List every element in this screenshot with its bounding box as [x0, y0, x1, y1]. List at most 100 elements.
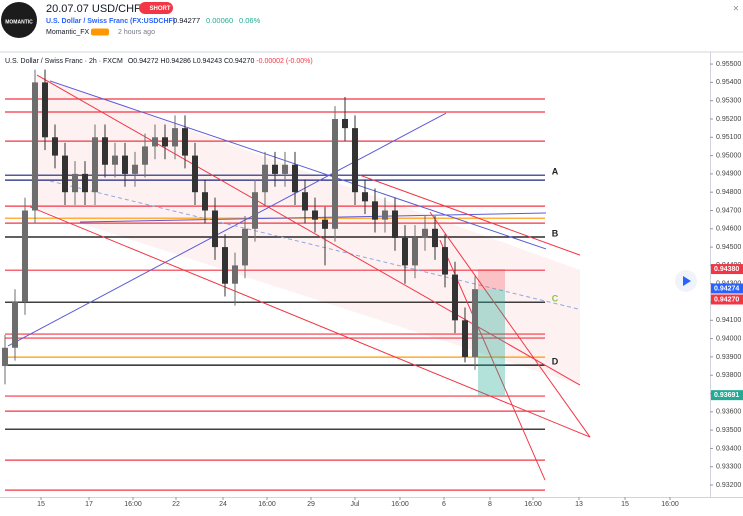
legend-change: -0.00002 (-0.00%) — [256, 58, 312, 65]
x-tick-label: 24 — [219, 501, 227, 508]
price-label: 0.93691 — [714, 392, 739, 399]
candle-body — [192, 155, 198, 193]
y-tick-label: 0.94700 — [716, 207, 741, 214]
candle-body — [412, 237, 418, 266]
candle-body — [462, 320, 468, 357]
candle-body — [452, 274, 458, 321]
x-tick-label: 22 — [172, 501, 180, 508]
price-change: 0.00060 — [206, 16, 233, 25]
candle-body — [32, 82, 38, 211]
candle-body — [142, 146, 148, 165]
idea-title: 20.07.07 USD/CHF — [46, 3, 141, 15]
stop-zone — [478, 269, 505, 290]
x-tick-label: 16:00 — [524, 501, 542, 508]
candle-body — [12, 302, 18, 348]
candle-body — [152, 137, 158, 147]
symbol-link[interactable]: U.S. Dollar / Swiss Franc (FX:USDCHF) — [46, 18, 175, 25]
y-tick-label: 0.94000 — [716, 335, 741, 342]
price-label: 0.94380 — [714, 266, 739, 273]
legend-high: H0.94286 — [161, 58, 191, 65]
trend-line — [36, 74, 581, 386]
short-badge-text: SHORT — [150, 6, 171, 12]
x-tick-label: 16:00 — [124, 501, 142, 508]
candle-body — [322, 219, 328, 229]
y-tick-label: 0.94800 — [716, 189, 741, 196]
x-tick-label: 8 — [488, 501, 492, 508]
candle-body — [282, 164, 288, 174]
candle-body — [382, 210, 388, 220]
level-label: B — [552, 228, 559, 238]
candle-body — [22, 210, 28, 303]
trend-line — [429, 211, 591, 438]
series-legend: U.S. Dollar / Swiss Franc · 2h · FXCM O0… — [5, 58, 313, 65]
candle-body — [352, 128, 358, 193]
candle-body — [402, 237, 408, 266]
level-label: A — [552, 167, 559, 177]
price-label: 0.94274 — [714, 285, 739, 292]
candle-body — [212, 210, 218, 248]
y-tick-label: 0.95500 — [716, 61, 741, 68]
candle-body — [72, 173, 78, 193]
candle-body — [232, 265, 238, 284]
close-button[interactable]: × — [733, 4, 739, 15]
author-badge — [91, 28, 109, 36]
candle-body — [122, 155, 128, 174]
legend-open: O0.94272 — [128, 58, 159, 65]
last-price: 0.94277 — [173, 16, 200, 25]
price-change-pct: 0.06% — [239, 16, 261, 25]
candle-body — [252, 192, 258, 229]
candle-body — [62, 155, 68, 193]
y-tick-label: 0.95200 — [716, 116, 741, 123]
candle-body — [102, 137, 108, 165]
candle-body — [472, 289, 478, 357]
candle-body — [272, 164, 278, 174]
channel-fill — [30, 75, 580, 385]
y-tick-label: 0.94100 — [716, 317, 741, 324]
x-tick-label: 16:00 — [258, 501, 276, 508]
y-tick-label: 0.93200 — [716, 482, 741, 489]
candle-body — [182, 128, 188, 156]
x-tick-label: 13 — [575, 501, 583, 508]
x-tick-label: 16:00 — [661, 501, 679, 508]
candle-body — [222, 247, 228, 284]
y-tick-label: 0.93900 — [716, 354, 741, 361]
y-tick-label: 0.95300 — [716, 98, 741, 105]
candle-body — [372, 201, 378, 220]
legend-close: C0.94270 — [224, 58, 254, 65]
candle-body — [112, 155, 118, 165]
trend-line — [7, 112, 447, 347]
candle-body — [202, 192, 208, 211]
trend-line — [29, 206, 591, 438]
legend-name: U.S. Dollar / Swiss Franc · 2h · FXCM — [5, 58, 123, 65]
candle-body — [312, 210, 318, 220]
y-tick-label: 0.93500 — [716, 427, 741, 434]
logo — [1, 2, 37, 38]
candle-body — [442, 247, 448, 275]
candle-body — [302, 192, 308, 211]
candle-body — [262, 164, 268, 193]
x-tick-label: 15 — [621, 501, 629, 508]
candle-body — [2, 347, 8, 367]
target-zone — [478, 289, 505, 396]
logo-text: MOMANTIC — [5, 19, 33, 25]
publish-time: 2 hours ago — [118, 29, 155, 36]
replay-icon — [683, 276, 691, 286]
price-label: 0.94270 — [714, 296, 739, 303]
price-label-box — [711, 390, 743, 401]
price-label-box — [711, 264, 743, 275]
x-tick-label: 29 — [307, 501, 315, 508]
candle-body — [242, 228, 248, 266]
price-label-box — [711, 294, 743, 305]
x-tick-label: 6 — [442, 501, 446, 508]
x-tick-label: 15 — [37, 501, 45, 508]
candle-body — [292, 164, 298, 193]
y-tick-label: 0.95100 — [716, 134, 741, 141]
candle-body — [132, 164, 138, 174]
candle-body — [52, 137, 58, 156]
y-tick-label: 0.93400 — [716, 445, 741, 452]
candle-body — [92, 137, 98, 193]
x-tick-label: 17 — [85, 501, 93, 508]
author-name[interactable]: Momantic_FX — [46, 29, 90, 36]
